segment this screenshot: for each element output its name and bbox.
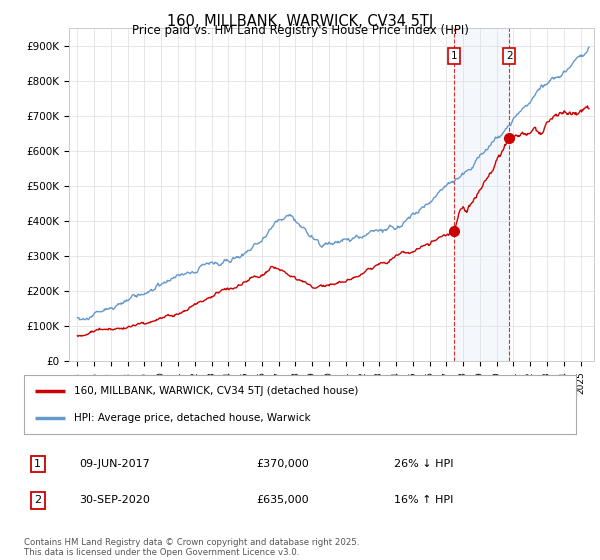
Text: 16% ↑ HPI: 16% ↑ HPI [394, 496, 453, 505]
Text: 30-SEP-2020: 30-SEP-2020 [79, 496, 150, 505]
Text: 160, MILLBANK, WARWICK, CV34 5TJ (detached house): 160, MILLBANK, WARWICK, CV34 5TJ (detach… [74, 386, 358, 396]
Text: Price paid vs. HM Land Registry's House Price Index (HPI): Price paid vs. HM Land Registry's House … [131, 24, 469, 37]
Text: 09-JUN-2017: 09-JUN-2017 [79, 459, 150, 469]
Text: 2: 2 [34, 496, 41, 505]
Text: Contains HM Land Registry data © Crown copyright and database right 2025.
This d: Contains HM Land Registry data © Crown c… [24, 538, 359, 557]
Text: 1: 1 [34, 459, 41, 469]
Text: £370,000: £370,000 [256, 459, 308, 469]
Text: HPI: Average price, detached house, Warwick: HPI: Average price, detached house, Warw… [74, 413, 310, 423]
Text: 1: 1 [451, 51, 457, 61]
Text: £635,000: £635,000 [256, 496, 308, 505]
Text: 2: 2 [506, 51, 512, 61]
Text: 26% ↓ HPI: 26% ↓ HPI [394, 459, 454, 469]
Bar [454, 28, 509, 361]
Text: 160, MILLBANK, WARWICK, CV34 5TJ: 160, MILLBANK, WARWICK, CV34 5TJ [167, 14, 433, 29]
